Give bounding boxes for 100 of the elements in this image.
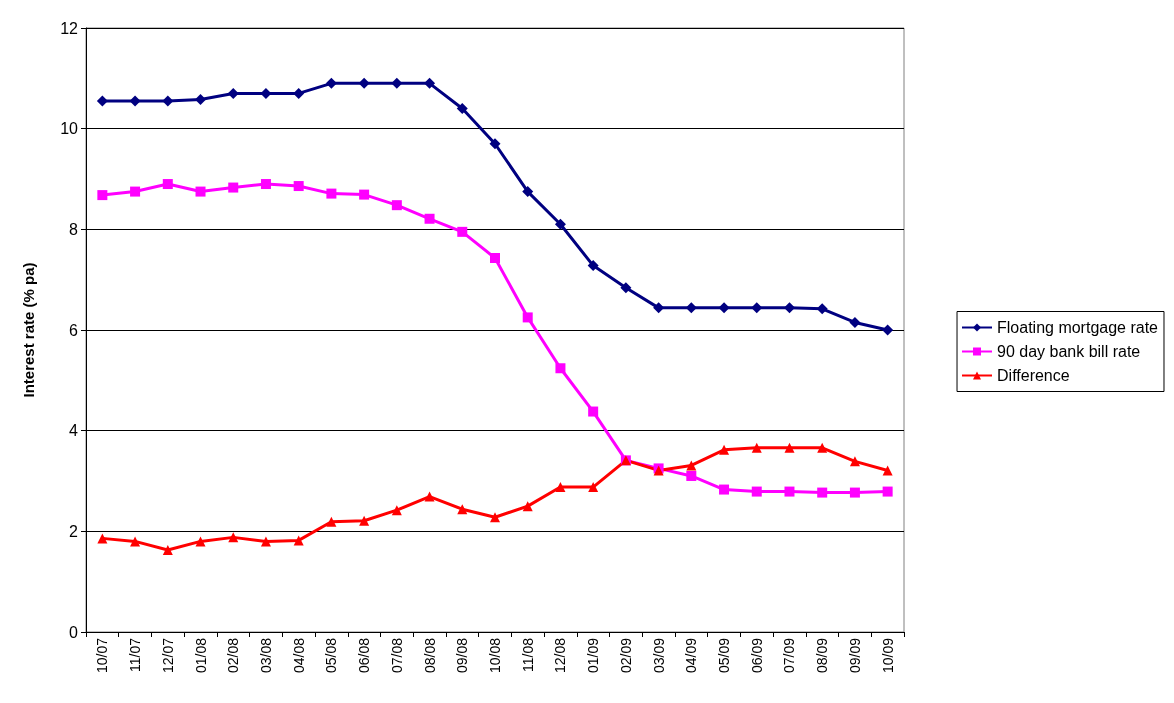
x-tick-label: 08/08 [421, 637, 438, 674]
point [424, 491, 435, 502]
point [587, 260, 599, 272]
point [293, 181, 304, 192]
y-tick-label: 8 [69, 220, 79, 238]
point [162, 95, 174, 107]
point [456, 103, 468, 115]
point [588, 406, 599, 417]
point [718, 302, 730, 314]
point [588, 482, 599, 493]
x-tick-label: 09/09 [846, 637, 863, 674]
point [817, 487, 828, 498]
point [751, 302, 763, 314]
y-tick-label: 4 [69, 422, 79, 440]
legend-label: Difference [997, 367, 1070, 384]
x-tick-label: 10/09 [879, 637, 896, 674]
point [719, 484, 730, 495]
x-tick-label: 09/08 [454, 637, 471, 674]
x-tick-label: 05/09 [716, 637, 733, 674]
point [685, 302, 697, 314]
point [719, 444, 730, 455]
x-tick-label: 12/08 [552, 637, 569, 674]
point [849, 456, 860, 467]
point [195, 93, 207, 105]
point [424, 213, 435, 224]
point [130, 186, 141, 197]
point [195, 186, 206, 197]
point [882, 486, 893, 497]
point [686, 460, 697, 471]
point [784, 442, 795, 453]
point [293, 535, 304, 546]
point [457, 504, 468, 515]
point [293, 87, 305, 99]
point [849, 487, 860, 498]
point [817, 442, 828, 453]
point [358, 77, 370, 89]
point [751, 442, 762, 453]
x-tick-label: 02/09 [617, 637, 634, 674]
y-tick-label: 10 [60, 120, 79, 138]
legend-label: Floating mortgage rate [997, 319, 1159, 336]
point [489, 138, 501, 150]
point [784, 486, 795, 497]
point [326, 516, 337, 527]
point [228, 532, 239, 543]
point [522, 501, 533, 512]
x-tick-label: 05/08 [323, 637, 340, 674]
point [97, 533, 108, 544]
point [620, 282, 632, 294]
x-tick-label: 10/07 [94, 637, 111, 674]
x-tick-label: 04/09 [683, 637, 700, 674]
x-tick-label: 07/08 [388, 637, 405, 674]
y-tick-label: 0 [69, 623, 79, 641]
point [96, 95, 108, 107]
x-tick-label: 03/09 [650, 637, 667, 674]
point [490, 512, 500, 523]
x-tick-label: 07/09 [781, 637, 798, 674]
point [424, 77, 436, 89]
x-tick-label: 06/08 [356, 637, 373, 674]
point [228, 182, 239, 193]
x-tick-label: 12/07 [159, 637, 176, 674]
point [849, 316, 861, 328]
point [882, 324, 894, 336]
point [260, 179, 271, 190]
point [129, 95, 141, 107]
point [359, 515, 370, 526]
point [686, 470, 697, 481]
y-tick-label: 6 [69, 321, 79, 339]
point [457, 226, 468, 237]
y-tick-label: 12 [60, 19, 79, 37]
point [359, 189, 370, 200]
point [391, 505, 402, 516]
x-tick-label: 01/08 [192, 637, 209, 674]
x-tick-label: 10/08 [487, 637, 503, 674]
point [195, 536, 206, 547]
x-tick-label: 04/08 [290, 637, 307, 674]
legend-label: 90 day bank bill rate [997, 343, 1141, 360]
point [162, 179, 173, 190]
y-tick-label: 2 [69, 522, 79, 540]
x-tick-label: 01/09 [585, 637, 602, 674]
point [522, 186, 534, 198]
point [882, 465, 893, 476]
point [555, 363, 566, 374]
point [554, 218, 566, 230]
y-axis-title: Interest rate (% pa) [20, 262, 37, 398]
point [130, 536, 141, 547]
point [751, 486, 762, 497]
point [162, 544, 173, 555]
point [97, 190, 108, 201]
x-tick-label: 11/08 [519, 637, 536, 672]
point [555, 482, 566, 493]
point [326, 188, 337, 199]
point [260, 536, 271, 547]
point [522, 312, 533, 323]
point [391, 77, 403, 89]
point [227, 87, 239, 99]
x-tick-label: 11/07 [127, 637, 144, 672]
x-tick-label: 02/08 [225, 637, 242, 674]
x-tick-label: 08/09 [814, 637, 831, 674]
x-tick-label: 06/09 [748, 637, 765, 674]
point [391, 200, 402, 211]
